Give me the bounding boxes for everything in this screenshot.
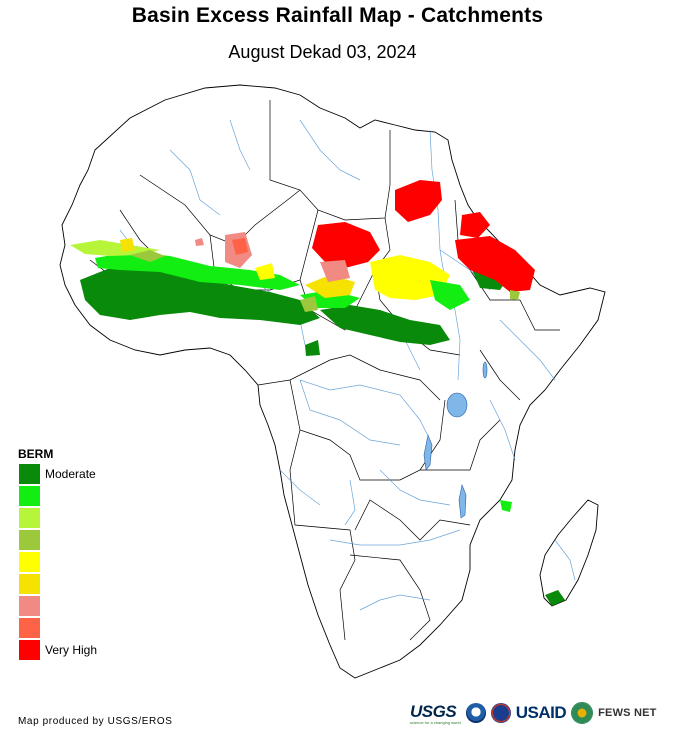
legend-swatch [19,640,40,660]
legend-label: Very High [45,643,98,657]
legend-item [18,508,158,530]
lake-turkana [482,361,488,379]
legend-item [18,618,158,640]
legend-swatch [19,574,40,594]
legend-title: BERM [18,447,54,461]
legend-swatch [19,596,40,616]
legend-swatch [19,486,40,506]
legend-swatch [19,464,40,484]
credit-text: Map produced by USGS/EROS [18,716,173,727]
madagascar [539,499,599,607]
legend-swatch [19,552,40,572]
logo-strip: USGS science for a changing world USAID F… [410,700,657,726]
berm-catchments [70,180,565,606]
legend-item [18,530,158,552]
lake-malawi [458,483,467,519]
catchment-very-high [312,222,380,268]
legend-item: Moderate [18,464,158,486]
fews-logo-icon [571,702,594,724]
legend-item: Very High [18,640,158,662]
legend-item [18,552,158,574]
legend-item [18,486,158,508]
usgs-logo: USGS science for a changing world [410,701,461,725]
legend-label: Moderate [45,467,96,481]
map-subtitle: August Dekad 03, 2024 [228,42,417,62]
catchment-moderate [80,262,320,325]
usaid-logo: USAID [515,703,567,722]
legend-item [18,574,158,596]
legend-swatch [19,508,40,528]
legend-swatch [19,618,40,638]
nasa-logo-icon [490,703,511,723]
fews-net-logo: FEWS NET [598,707,657,719]
legend-item [18,596,158,618]
legend-swatch [19,530,40,550]
lake-victoria [446,392,468,418]
legend: BERM Moderate Very High [18,447,158,662]
lake-tanganyika [423,433,433,471]
map-title: Basin Excess Rainfall Map - Catchments [131,4,544,27]
noaa-logo-icon [465,703,486,723]
